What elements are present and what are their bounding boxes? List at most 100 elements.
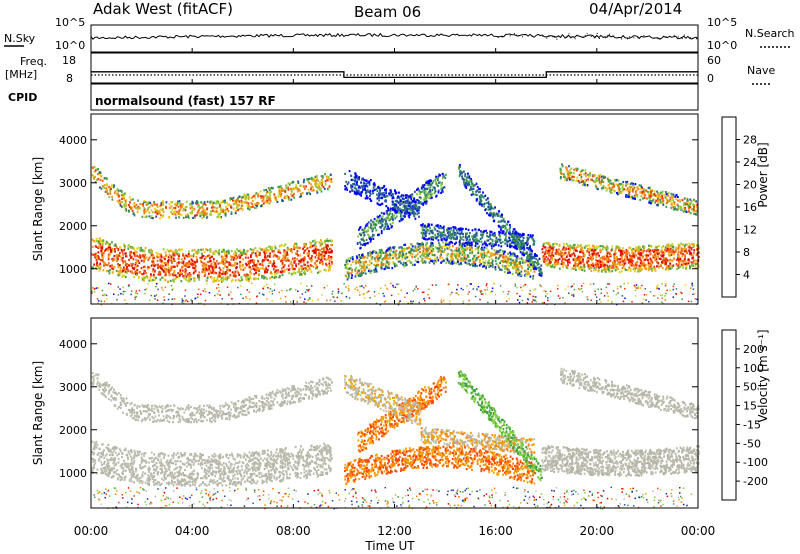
- heatmap-cell: [519, 236, 521, 239]
- heatmap-cell: [650, 245, 653, 248]
- heatmap-cell: [500, 226, 503, 230]
- heatmap-cell: [425, 251, 428, 254]
- heatmap-cell: [467, 172, 469, 175]
- heatmap-cell: [474, 228, 477, 231]
- heatmap-cell: [437, 189, 440, 192]
- heatmap-cell: [514, 242, 517, 245]
- heatmap-cell: [435, 246, 437, 249]
- heatmap-cell: [244, 256, 247, 259]
- heatmap-cell: [371, 226, 374, 229]
- heatmap-cell: [633, 265, 636, 268]
- heatmap-cell: [272, 268, 275, 271]
- heatmap-cell: [148, 266, 151, 269]
- heatmap-cell: [98, 266, 101, 269]
- heatmap-cell: [291, 251, 294, 254]
- heatmap-cell: [202, 210, 204, 213]
- heatmap-cell: [614, 262, 617, 265]
- heatmap-cell: [631, 260, 634, 263]
- heatmap-cell: [139, 254, 141, 257]
- heatmap-cell: [312, 240, 314, 243]
- heatmap-cell: [191, 200, 194, 203]
- heatmap-cell: [425, 181, 427, 184]
- heatmap-cell: [230, 249, 233, 253]
- heatmap-cell: [201, 252, 203, 255]
- heatmap-cell: [562, 246, 565, 249]
- heatmap-cell: [136, 272, 139, 275]
- heatmap-cell: [525, 252, 527, 255]
- heatmap-cell: [461, 259, 463, 262]
- heatmap-cell: [522, 251, 524, 254]
- heatmap-cell: [246, 204, 249, 207]
- heatmap-cell: [464, 257, 466, 260]
- heatmap-cell: [98, 245, 100, 248]
- heatmap-cell: [192, 252, 195, 256]
- heatmap-cell: [454, 234, 456, 237]
- heatmap-cell: [252, 248, 255, 251]
- heatmap-cell: [491, 265, 494, 268]
- heatmap-cell: [221, 201, 224, 204]
- heatmap-cell: [202, 208, 205, 211]
- heatmap-cell: [637, 252, 640, 255]
- heatmap-cell: [208, 272, 210, 275]
- heatmap-cell: [288, 259, 290, 262]
- heatmap-cell: [428, 192, 430, 195]
- heatmap-cell: [498, 231, 501, 234]
- heatmap-cell: [639, 269, 642, 272]
- heatmap-cell: [394, 265, 396, 268]
- heatmap-cell: [109, 190, 112, 193]
- heatmap-cell: [193, 249, 196, 252]
- heatmap-cell: [289, 262, 292, 265]
- heatmap-cell: [446, 238, 448, 241]
- heatmap-cell: [377, 258, 379, 261]
- heatmap-cell: [428, 223, 430, 226]
- heatmap-cell: [487, 201, 490, 205]
- heatmap-cell: [398, 207, 401, 210]
- heatmap-cell: [312, 186, 314, 189]
- heatmap-cell: [461, 248, 463, 251]
- heatmap-cell: [205, 264, 207, 267]
- heatmap-cell: [231, 255, 234, 258]
- heatmap-cell: [504, 227, 507, 230]
- heatmap-cell: [259, 190, 262, 193]
- heatmap-cell: [327, 269, 330, 272]
- heatmap-cell: [600, 249, 602, 252]
- heatmap-cell: [549, 265, 552, 268]
- heatmap-cell: [429, 189, 431, 192]
- heatmap-cell: [470, 248, 473, 251]
- heatmap-cell: [188, 272, 191, 275]
- heatmap-cell: [438, 241, 440, 245]
- heatmap-cell: [433, 254, 436, 257]
- heatmap-cell: [498, 250, 501, 253]
- heatmap-cell: [615, 268, 618, 271]
- heatmap-cell: [499, 248, 502, 252]
- heatmap-cell: [227, 276, 230, 279]
- heatmap-cell: [383, 268, 386, 271]
- heatmap-cell: [212, 252, 215, 255]
- heatmap-cell: [662, 251, 665, 254]
- heatmap-cell: [589, 247, 592, 250]
- heatmap-cell: [465, 242, 468, 245]
- heatmap-cell: [586, 261, 589, 264]
- heatmap-cell: [135, 250, 138, 254]
- heatmap-cell: [191, 259, 194, 262]
- heatmap-cell: [561, 257, 564, 261]
- heatmap-cell: [131, 209, 134, 212]
- heatmap-cell: [356, 271, 359, 274]
- heatmap-cell: [380, 219, 382, 222]
- heatmap-cell: [416, 242, 419, 245]
- heatmap-cell: [639, 262, 642, 265]
- heatmap-cell: [295, 252, 297, 255]
- heatmap-cell: [267, 198, 270, 202]
- heatmap-cell: [154, 211, 157, 214]
- heatmap-cell: [160, 214, 162, 217]
- heatmap-cell: [92, 266, 94, 269]
- heatmap-cell: [429, 258, 432, 261]
- heatmap-cell: [409, 261, 412, 264]
- heatmap-cell: [459, 172, 462, 175]
- heatmap-cell: [206, 279, 208, 282]
- heatmap-cell: [504, 232, 507, 235]
- heatmap-cell: [306, 192, 308, 195]
- heatmap-cell: [435, 183, 438, 186]
- heatmap-cell: [599, 257, 602, 260]
- heatmap-cell: [250, 201, 252, 204]
